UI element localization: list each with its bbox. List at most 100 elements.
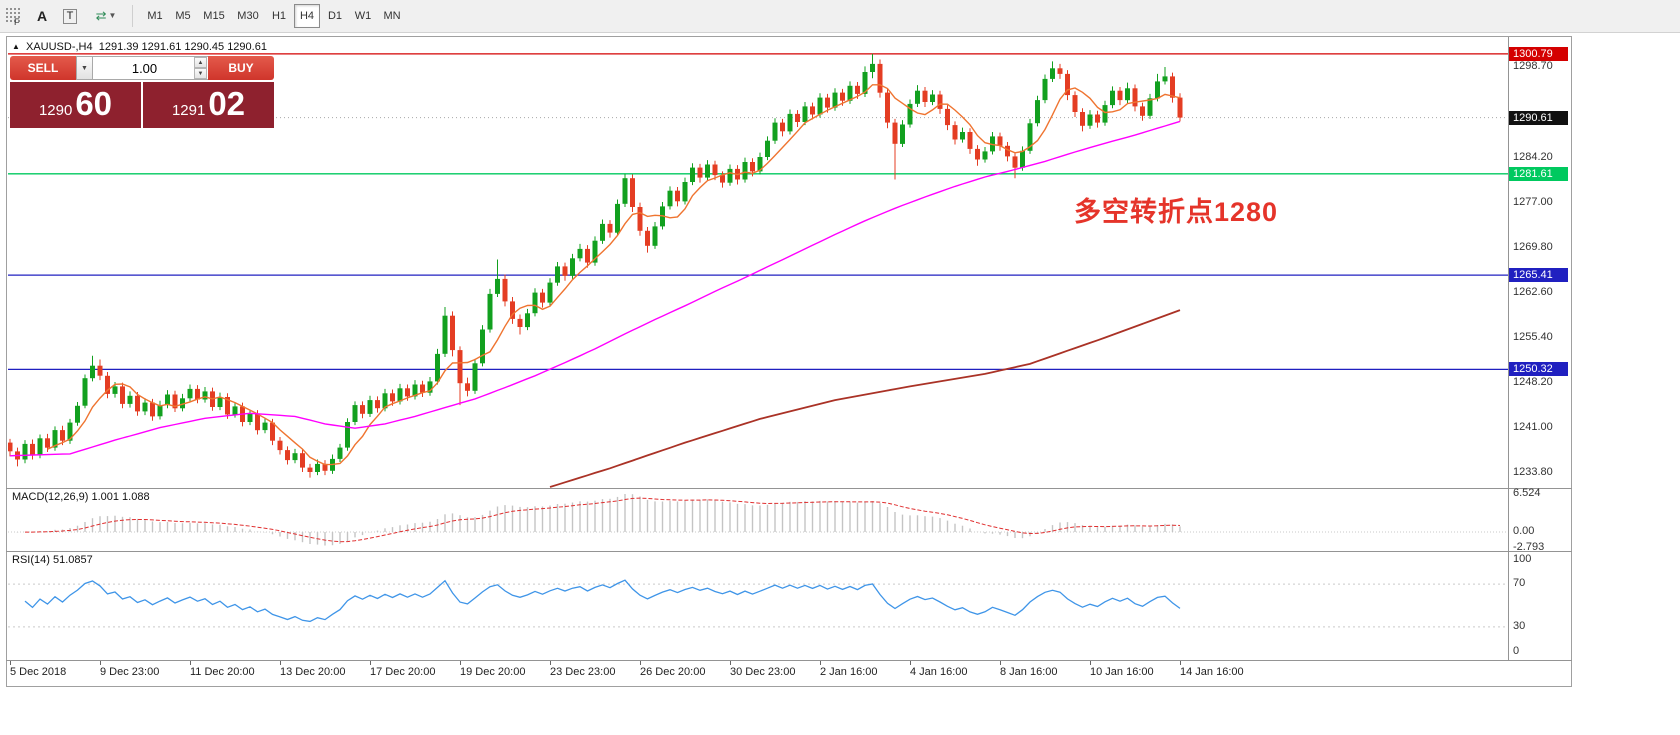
- volume-increase-button[interactable]: ▲: [194, 57, 207, 68]
- current-price-badge: 1290.61: [1509, 110, 1568, 125]
- timeframe-m30-button[interactable]: M30: [232, 4, 264, 28]
- cycle-arrows-icon: ⇄: [95, 8, 107, 23]
- chart-ohlc-header: ▲ XAUUSD-,H4 1291.39 1291.61 1290.45 129…: [12, 41, 267, 53]
- ask-price-small: 1291: [171, 102, 206, 119]
- bid-price-small: 1290: [38, 102, 73, 119]
- time-tick: [730, 661, 731, 665]
- timeframe-mn-button[interactable]: MN: [378, 4, 406, 28]
- price-badge-1281.61: 1281.61: [1509, 166, 1568, 181]
- price-badge-1300.79: 1300.79: [1509, 46, 1568, 61]
- rsi-axis-label: 100: [1513, 553, 1532, 565]
- time-tick: [1180, 661, 1181, 665]
- rsi-header: RSI(14) 51.0857: [12, 554, 93, 566]
- macd-histogram: [16, 494, 1181, 546]
- time-axis-label: 2 Jan 16:00: [820, 666, 878, 678]
- buy-button[interactable]: BUY: [208, 56, 274, 80]
- price-grid-label: 1298.70: [1513, 60, 1553, 72]
- chart-symbol-period: XAUUSD-,H4: [25, 41, 93, 53]
- ma-fast-line: [47, 84, 1181, 466]
- time-axis-label: 23 Dec 23:00: [550, 666, 616, 678]
- macd-signal-line: [25, 497, 1181, 543]
- time-tick: [100, 661, 101, 665]
- price-axis[interactable]: 1298.70 1284.20 1277.00 1269.80 1262.60 1255.…: [1509, 37, 1571, 661]
- time-axis-label: 10 Jan 16:00: [1090, 666, 1154, 678]
- price-grid-label: 1262.60: [1513, 285, 1553, 298]
- volume-field-wrap: ▲ ▼: [93, 56, 208, 80]
- timeframe-m15-button[interactable]: M15: [198, 4, 230, 28]
- time-tick: [460, 661, 461, 665]
- time-tick: [1090, 661, 1091, 665]
- bid-quote-box[interactable]: 1290 60: [10, 82, 141, 128]
- price-grid-label: 1277.00: [1513, 195, 1553, 208]
- time-axis-label: 17 Dec 20:00: [370, 666, 436, 678]
- ma-mid-line: [9, 120, 1181, 457]
- chart-marker-icon: ▲: [12, 42, 20, 51]
- timeframe-h4-button[interactable]: H4: [294, 4, 320, 28]
- time-axis-label: 30 Dec 23:00: [730, 666, 796, 678]
- time-tick: [10, 661, 11, 665]
- time-tick: [640, 661, 641, 665]
- toolbar: F A T ⇄ ▼ M1 M5 M15 M30 H1 H4 D1 W1 MN: [0, 0, 1680, 33]
- corner-label: F: [14, 17, 20, 27]
- rsi-axis-label: 0: [1513, 645, 1520, 657]
- time-tick: [820, 661, 821, 665]
- pane-divider[interactable]: [6, 551, 1572, 552]
- ma-slow-line: [549, 309, 1181, 488]
- macd-pane-canvas[interactable]: [8, 489, 1508, 550]
- time-tick: [550, 661, 551, 665]
- rsi-axis-label: 70: [1513, 577, 1526, 590]
- toolbar-separator: [132, 5, 133, 27]
- bid-price-big: 60: [75, 85, 113, 122]
- timeframe-m1-button[interactable]: M1: [142, 4, 168, 28]
- time-tick: [280, 661, 281, 665]
- price-pane-canvas[interactable]: [8, 38, 1508, 488]
- time-axis[interactable]: 5 Dec 2018 9 Dec 23:00 11 Dec 20:00 13 Dec …: [6, 661, 1572, 687]
- price-grid-label: 1284.20: [1513, 150, 1553, 163]
- timeframe-h1-button[interactable]: H1: [266, 4, 292, 28]
- price-badge-1265.41: 1265.41: [1509, 268, 1568, 283]
- volume-input[interactable]: [93, 56, 208, 80]
- price-axis-divider[interactable]: [1508, 37, 1509, 661]
- timeframe-d1-button[interactable]: D1: [322, 4, 348, 28]
- time-tick: [910, 661, 911, 665]
- price-grid-label: 1269.80: [1513, 240, 1553, 253]
- pane-divider[interactable]: [6, 488, 1572, 489]
- price-grid-label: 1248.20: [1513, 375, 1553, 388]
- chevron-down-icon: ▼: [108, 11, 117, 20]
- text-box-tool-button[interactable]: T: [58, 4, 82, 28]
- price-grid-label: 1241.00: [1513, 420, 1553, 433]
- grid-handle-icon[interactable]: [5, 7, 20, 22]
- time-axis-label: 14 Jan 16:00: [1180, 666, 1244, 678]
- chart-window-frame: [6, 36, 1572, 687]
- timeframe-m5-button[interactable]: M5: [170, 4, 196, 28]
- macd-axis-label: 6.524: [1513, 487, 1541, 499]
- time-axis-label: 11 Dec 20:00: [190, 666, 255, 678]
- time-axis-label: 26 Dec 20:00: [640, 666, 706, 678]
- text-box-icon: T: [62, 8, 78, 24]
- rsi-axis-label: 30: [1513, 619, 1526, 632]
- time-tick: [190, 661, 191, 665]
- chart-ohlc-values: 1291.39 1291.61 1290.45 1290.61: [98, 41, 267, 53]
- time-axis-label: 4 Jan 16:00: [910, 666, 968, 678]
- ask-quote-box[interactable]: 1291 02: [143, 82, 274, 128]
- price-grid-label: 1233.80: [1513, 465, 1553, 478]
- macd-axis-label: 0.00: [1513, 525, 1535, 537]
- time-tick: [370, 661, 371, 665]
- sell-button[interactable]: SELL: [10, 56, 76, 80]
- volume-decrease-button[interactable]: ▼: [194, 68, 207, 79]
- macd-axis-label: -2.793: [1513, 541, 1545, 554]
- rsi-pane-canvas[interactable]: [8, 552, 1508, 659]
- time-axis-label: 5 Dec 2018: [10, 666, 67, 678]
- chart-annotation-text[interactable]: 多空转折点1280: [1074, 197, 1279, 227]
- ask-price-big: 02: [208, 85, 246, 122]
- volume-dropdown-button[interactable]: ▼: [76, 56, 93, 80]
- pane-divider[interactable]: [6, 660, 1572, 661]
- timeframe-w1-button[interactable]: W1: [350, 4, 376, 28]
- volume-spinner: ▲ ▼: [194, 57, 207, 79]
- text-label-tool-button[interactable]: A: [30, 4, 54, 28]
- time-axis-label: 13 Dec 20:00: [280, 666, 346, 678]
- time-axis-label: 9 Dec 23:00: [100, 666, 160, 678]
- one-click-trade-panel: SELL ▼ ▲ ▼ BUY 1290 60 1291 02: [10, 56, 274, 128]
- cycle-symbols-button[interactable]: ⇄ ▼: [88, 4, 124, 28]
